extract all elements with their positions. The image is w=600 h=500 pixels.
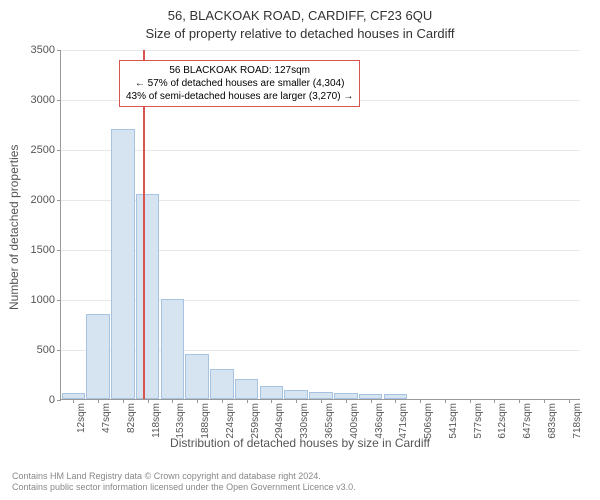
y-tick-label: 0 bbox=[49, 394, 55, 406]
x-tick-label: 365sqm bbox=[324, 403, 335, 439]
histogram-bar bbox=[260, 386, 284, 399]
x-tick-label: 471sqm bbox=[398, 403, 409, 439]
x-tick-mark bbox=[148, 399, 149, 403]
x-tick-mark bbox=[569, 399, 570, 403]
y-axis-label: Number of detached properties bbox=[7, 145, 21, 310]
y-tick-mark bbox=[57, 400, 61, 401]
x-tick-mark bbox=[172, 399, 173, 403]
histogram-bar bbox=[185, 354, 209, 399]
x-tick-mark bbox=[222, 399, 223, 403]
y-tick-mark bbox=[57, 150, 61, 151]
y-tick-mark bbox=[57, 300, 61, 301]
chart-title-sub: Size of property relative to detached ho… bbox=[0, 26, 600, 41]
y-tick-label: 2000 bbox=[31, 194, 55, 206]
footer-attribution: Contains HM Land Registry data © Crown c… bbox=[12, 471, 356, 494]
x-tick-mark bbox=[98, 399, 99, 403]
x-axis-label: Distribution of detached houses by size … bbox=[0, 436, 600, 450]
y-tick-label: 3500 bbox=[31, 44, 55, 56]
x-tick-label: 506sqm bbox=[423, 403, 434, 439]
x-tick-mark bbox=[271, 399, 272, 403]
x-tick-mark bbox=[346, 399, 347, 403]
histogram-bar bbox=[235, 379, 259, 399]
histogram-bar bbox=[136, 194, 160, 399]
gridline bbox=[61, 50, 580, 51]
annotation-line: 43% of semi-detached houses are larger (… bbox=[126, 90, 353, 103]
x-tick-mark bbox=[73, 399, 74, 403]
x-tick-label: 330sqm bbox=[299, 403, 310, 439]
y-tick-label: 1000 bbox=[31, 294, 55, 306]
x-tick-mark bbox=[395, 399, 396, 403]
x-tick-label: 294sqm bbox=[274, 403, 285, 439]
y-tick-label: 3000 bbox=[31, 94, 55, 106]
x-tick-mark bbox=[197, 399, 198, 403]
x-tick-label: 647sqm bbox=[522, 403, 533, 439]
x-tick-mark bbox=[247, 399, 248, 403]
x-tick-mark bbox=[470, 399, 471, 403]
y-tick-label: 2500 bbox=[31, 144, 55, 156]
footer-line2: Contains public sector information licen… bbox=[12, 482, 356, 494]
x-tick-label: 541sqm bbox=[448, 403, 459, 439]
x-tick-mark bbox=[519, 399, 520, 403]
histogram-bar bbox=[86, 314, 110, 399]
annotation-box: 56 BLACKOAK ROAD: 127sqm← 57% of detache… bbox=[119, 60, 360, 107]
y-tick-mark bbox=[57, 350, 61, 351]
histogram-bar bbox=[161, 299, 185, 399]
chart-plot-area: 050010001500200025003000350012sqm47sqm82… bbox=[60, 50, 580, 400]
histogram-bar bbox=[284, 390, 308, 399]
x-tick-mark bbox=[371, 399, 372, 403]
histogram-bar bbox=[111, 129, 135, 399]
x-tick-label: 612sqm bbox=[497, 403, 508, 439]
y-tick-label: 500 bbox=[37, 344, 55, 356]
x-tick-label: 153sqm bbox=[175, 403, 186, 439]
gridline bbox=[61, 150, 580, 151]
x-tick-label: 436sqm bbox=[374, 403, 385, 439]
x-tick-mark bbox=[544, 399, 545, 403]
y-tick-mark bbox=[57, 200, 61, 201]
x-tick-label: 47sqm bbox=[101, 403, 112, 433]
y-tick-label: 1500 bbox=[31, 244, 55, 256]
histogram-bar bbox=[309, 392, 333, 399]
chart-title-main: 56, BLACKOAK ROAD, CARDIFF, CF23 6QU bbox=[0, 8, 600, 23]
x-tick-mark bbox=[123, 399, 124, 403]
annotation-line: 56 BLACKOAK ROAD: 127sqm bbox=[126, 64, 353, 77]
footer-line1: Contains HM Land Registry data © Crown c… bbox=[12, 471, 356, 483]
x-tick-mark bbox=[494, 399, 495, 403]
y-tick-mark bbox=[57, 50, 61, 51]
x-tick-label: 82sqm bbox=[126, 403, 137, 433]
x-tick-label: 683sqm bbox=[547, 403, 558, 439]
y-tick-mark bbox=[57, 250, 61, 251]
y-tick-mark bbox=[57, 100, 61, 101]
x-tick-mark bbox=[296, 399, 297, 403]
x-tick-label: 259sqm bbox=[250, 403, 261, 439]
x-tick-label: 577sqm bbox=[473, 403, 484, 439]
annotation-line: ← 57% of detached houses are smaller (4,… bbox=[126, 77, 353, 90]
x-tick-label: 118sqm bbox=[151, 403, 162, 438]
x-tick-mark bbox=[445, 399, 446, 403]
x-tick-mark bbox=[321, 399, 322, 403]
x-tick-label: 12sqm bbox=[76, 403, 87, 433]
x-tick-label: 400sqm bbox=[349, 403, 360, 439]
x-tick-label: 188sqm bbox=[200, 403, 211, 439]
x-tick-mark bbox=[420, 399, 421, 403]
x-tick-label: 718sqm bbox=[572, 403, 583, 439]
histogram-bar bbox=[210, 369, 234, 399]
x-tick-label: 224sqm bbox=[225, 403, 236, 439]
